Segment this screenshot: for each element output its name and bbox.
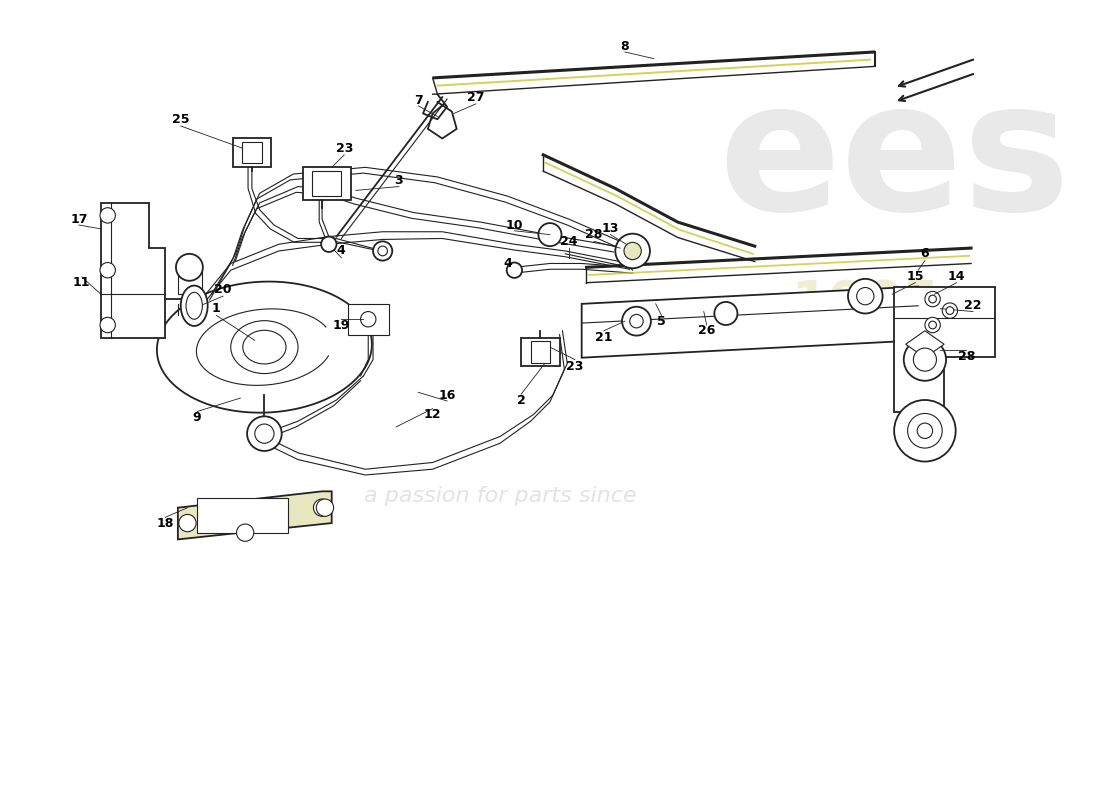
Circle shape — [946, 306, 954, 314]
Text: a passion for parts since: a passion for parts since — [364, 486, 636, 506]
Text: 23: 23 — [566, 360, 584, 373]
Polygon shape — [302, 167, 351, 200]
Text: 4: 4 — [504, 257, 512, 270]
Polygon shape — [905, 330, 944, 358]
Ellipse shape — [186, 292, 202, 319]
Text: 17: 17 — [70, 213, 88, 226]
Polygon shape — [894, 286, 996, 411]
Circle shape — [928, 295, 936, 303]
Polygon shape — [101, 203, 165, 338]
Text: 12: 12 — [424, 408, 441, 421]
Circle shape — [236, 524, 254, 542]
Text: 8: 8 — [620, 40, 629, 53]
Circle shape — [928, 321, 936, 329]
Circle shape — [538, 223, 561, 246]
Circle shape — [623, 306, 651, 335]
Circle shape — [848, 279, 882, 314]
Text: 24: 24 — [560, 235, 578, 248]
Circle shape — [908, 414, 943, 448]
Text: 3: 3 — [395, 174, 404, 187]
Polygon shape — [233, 138, 271, 167]
Circle shape — [361, 311, 376, 327]
Circle shape — [943, 303, 958, 318]
Polygon shape — [178, 270, 202, 294]
Text: 6: 6 — [921, 247, 929, 260]
Text: 2: 2 — [517, 394, 526, 406]
Text: 16: 16 — [439, 389, 455, 402]
Text: 22: 22 — [965, 299, 981, 312]
Circle shape — [904, 338, 946, 381]
Circle shape — [925, 291, 940, 306]
Circle shape — [913, 348, 936, 371]
Polygon shape — [312, 171, 341, 196]
Circle shape — [507, 262, 522, 278]
Polygon shape — [178, 491, 332, 539]
Text: 18: 18 — [156, 517, 174, 530]
Polygon shape — [521, 338, 560, 366]
Circle shape — [714, 302, 737, 325]
Text: 1985: 1985 — [792, 278, 938, 330]
Text: 21: 21 — [595, 331, 613, 344]
Text: 14: 14 — [948, 270, 966, 283]
Circle shape — [615, 234, 650, 268]
Text: 7: 7 — [414, 94, 422, 106]
Text: 15: 15 — [906, 270, 924, 283]
Text: 25: 25 — [172, 113, 189, 126]
Text: 5: 5 — [657, 314, 665, 328]
Text: 4: 4 — [337, 245, 345, 258]
Circle shape — [317, 499, 333, 516]
Circle shape — [179, 514, 196, 532]
Circle shape — [894, 400, 956, 462]
Circle shape — [917, 423, 933, 438]
Text: 20: 20 — [214, 283, 232, 296]
Text: 26: 26 — [698, 324, 715, 338]
Polygon shape — [582, 286, 918, 358]
Polygon shape — [197, 498, 288, 533]
Circle shape — [629, 314, 644, 328]
Text: 1: 1 — [212, 302, 221, 315]
Text: 9: 9 — [192, 411, 201, 424]
Circle shape — [377, 246, 387, 256]
Circle shape — [176, 254, 202, 281]
Circle shape — [321, 237, 337, 252]
Text: 28: 28 — [958, 350, 975, 363]
Circle shape — [314, 499, 331, 516]
Ellipse shape — [231, 321, 298, 374]
Text: ees: ees — [718, 72, 1070, 248]
Ellipse shape — [180, 286, 208, 326]
Text: 10: 10 — [506, 218, 524, 231]
Circle shape — [255, 424, 274, 443]
Text: 23: 23 — [336, 142, 353, 154]
Polygon shape — [242, 142, 262, 163]
Ellipse shape — [243, 330, 286, 364]
Text: 19: 19 — [332, 318, 350, 331]
Text: 27: 27 — [468, 90, 485, 104]
Polygon shape — [530, 342, 550, 362]
Polygon shape — [157, 282, 372, 413]
Text: 11: 11 — [73, 276, 90, 290]
Circle shape — [100, 262, 116, 278]
Circle shape — [925, 318, 940, 333]
Circle shape — [373, 242, 393, 261]
Circle shape — [624, 242, 641, 260]
Polygon shape — [348, 304, 389, 334]
Text: 28: 28 — [585, 228, 603, 241]
Circle shape — [100, 318, 116, 333]
Circle shape — [857, 287, 874, 305]
Text: 13: 13 — [602, 222, 619, 235]
Circle shape — [248, 416, 282, 451]
Circle shape — [100, 208, 116, 223]
